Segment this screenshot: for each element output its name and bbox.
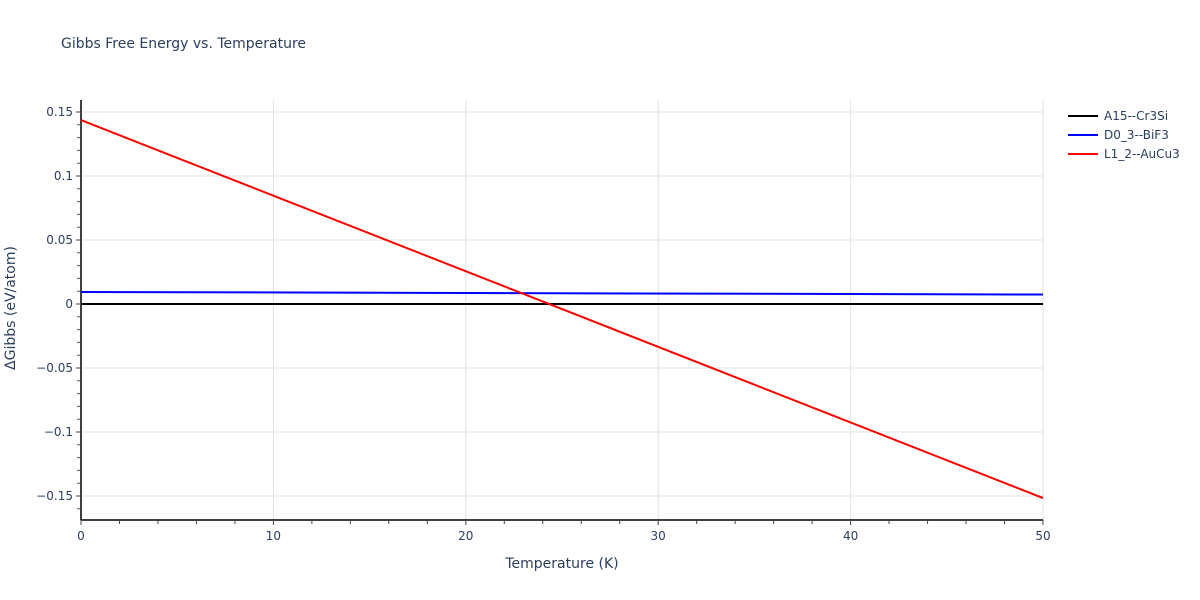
legend-swatch-icon xyxy=(1068,152,1098,155)
y-tick-label: 0 xyxy=(65,297,73,311)
legend-label: L1_2--AuCu3 xyxy=(1104,146,1180,161)
series-line[interactable] xyxy=(80,119,1044,499)
legend-swatch-icon xyxy=(1068,133,1098,136)
x-tick-label: 10 xyxy=(266,529,281,543)
y-tick-label: 0.15 xyxy=(46,105,73,119)
legend-label: D0_3--BiF3 xyxy=(1104,127,1169,142)
y-tick-label: −0.1 xyxy=(44,425,73,439)
y-tick-label: 0.05 xyxy=(46,233,73,247)
legend-swatch-icon xyxy=(1068,114,1098,117)
x-tick-label: 20 xyxy=(458,529,473,543)
x-tick-label: 30 xyxy=(651,529,666,543)
y-tick-label: 0.1 xyxy=(54,169,73,183)
y-tick-label: −0.15 xyxy=(36,489,73,503)
y-axis-title: ΔGibbs (eV/atom) xyxy=(3,246,19,370)
x-tick-label: 40 xyxy=(843,529,858,543)
legend-label: A15--Cr3Si xyxy=(1104,108,1169,123)
legend-item-l12[interactable]: L1_2--AuCu3 xyxy=(1068,144,1180,163)
legend-item-d03[interactable]: D0_3--BiF3 xyxy=(1068,125,1180,144)
legend-item-a15[interactable]: A15--Cr3Si xyxy=(1068,106,1180,125)
x-tick-label: 50 xyxy=(1035,529,1050,543)
x-axis-title: Temperature (K) xyxy=(504,556,618,572)
legend: A15--Cr3Si D0_3--BiF3 L1_2--AuCu3 xyxy=(1068,106,1180,163)
chart-title: Gibbs Free Energy vs. Temperature xyxy=(61,36,307,52)
x-tick-label: 0 xyxy=(77,529,85,543)
series-line[interactable] xyxy=(80,290,1044,296)
y-tick-label: −0.05 xyxy=(36,361,73,375)
